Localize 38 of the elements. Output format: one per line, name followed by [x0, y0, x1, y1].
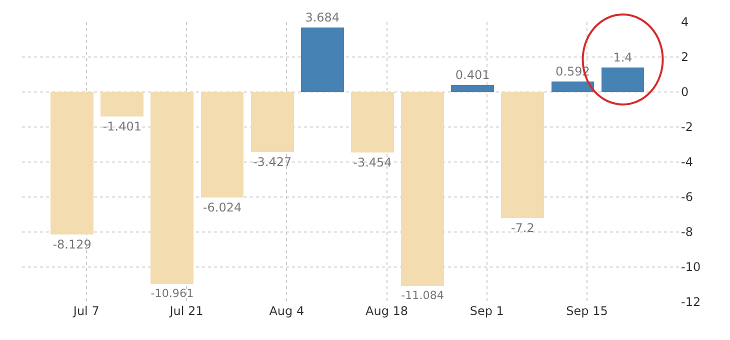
y-tick-label: -10 — [681, 260, 701, 274]
y-tick-label: -4 — [681, 155, 693, 170]
bar — [50, 92, 94, 234]
x-tick-label: Sep 1 — [470, 304, 504, 318]
y-tick-label: 0 — [681, 85, 689, 100]
y-tick-label: -6 — [681, 190, 693, 204]
bar — [200, 92, 244, 198]
y-tick-label: 2 — [681, 50, 689, 64]
y-tick-label: -12 — [681, 295, 701, 310]
data-label: -11.084 — [401, 289, 444, 302]
data-label: -10.961 — [150, 287, 194, 300]
x-tick-label: Aug 4 — [269, 304, 304, 318]
bar — [300, 28, 344, 92]
y-tick-label: 4 — [681, 15, 689, 30]
data-label: -7.2 — [510, 221, 534, 235]
data-label: 0.401 — [455, 68, 490, 82]
data-label: -8.129 — [52, 237, 92, 252]
bar — [401, 92, 444, 286]
bar — [601, 68, 644, 92]
bar — [501, 92, 544, 218]
data-label: 1.4 — [613, 50, 632, 64]
y-tick-label: -2 — [681, 120, 693, 134]
x-tick-label: Jul 7 — [72, 304, 100, 318]
bar — [250, 92, 294, 152]
bar — [150, 92, 194, 284]
data-label: -6.024 — [202, 200, 242, 214]
bar — [351, 92, 394, 152]
y-tick-label: -8 — [681, 225, 693, 240]
bar — [100, 92, 144, 117]
x-tick-label: Jul 21 — [168, 304, 204, 318]
data-label: -1.401 — [102, 120, 142, 134]
data-label: -3.427 — [252, 154, 292, 169]
bar — [451, 84, 494, 92]
x-tick-label: Sep 15 — [566, 304, 608, 318]
data-label: -3.454 — [353, 155, 392, 170]
x-tick-label: Aug 18 — [366, 304, 408, 318]
bar — [551, 82, 594, 92]
data-label: 3.684 — [305, 10, 340, 25]
